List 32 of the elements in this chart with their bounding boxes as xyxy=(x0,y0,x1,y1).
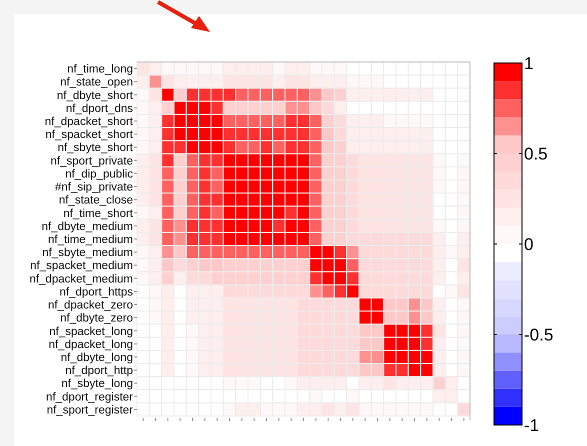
y-tick-label: nf_sbyte_medium xyxy=(42,247,133,260)
color-bar-label: 0 xyxy=(524,234,534,254)
y-tick-label: nf_dport_dns xyxy=(66,102,134,115)
y-tick-label: nf_spacket_short xyxy=(45,129,134,142)
y-tick-label: nf_spacket_medium xyxy=(30,260,133,272)
y-tick-label: nf_sbyte_short xyxy=(58,142,134,154)
y-tick-label: nf_dpacket_short xyxy=(44,116,134,128)
y-tick-label: nf_sport_register xyxy=(46,404,134,416)
y-tick-label: nf_dpacket_medium xyxy=(29,273,133,286)
y-tick-label: nf_time_short xyxy=(63,208,134,220)
color-bar-label: -0.5 xyxy=(524,325,554,344)
y-tick-label: nf_dbyte_medium xyxy=(42,220,133,233)
y-tick-label: nf_dport_register xyxy=(46,391,134,404)
y-tick-label: nf_dbyte_long xyxy=(60,352,133,364)
y-tick-label: nf_spacket_long xyxy=(49,326,133,338)
color-bar-label: -1 xyxy=(524,416,540,435)
y-tick-label: nf_time_medium xyxy=(48,234,133,246)
y-tick-label: nf_sport_private xyxy=(50,155,133,168)
y-tick-label: nf_dip_public xyxy=(65,168,134,180)
y-tick-label: nf_dpacket_zero xyxy=(48,300,133,312)
y-tick-label: nf_dpacket_long xyxy=(48,338,133,351)
color-bar-label: 1 xyxy=(524,54,534,73)
y-tick-label: nf_dport_http xyxy=(65,365,133,378)
color-bar-label: 0.5 xyxy=(524,144,548,164)
y-tick-label: nf_state_open xyxy=(60,76,133,89)
y-tick-label: nf_sbyte_long xyxy=(61,378,133,390)
y-tick-label: nf_dport_https xyxy=(59,286,134,298)
y-tick-label: nf_dbyte_short xyxy=(56,90,134,102)
y-tick-label: #nf_sip_private xyxy=(55,182,133,194)
y-tick-label: nf_state_close xyxy=(58,194,133,207)
y-tick-label: nf_dbyte_zero xyxy=(60,312,133,325)
y-tick-label: nf_time_long xyxy=(67,64,133,76)
